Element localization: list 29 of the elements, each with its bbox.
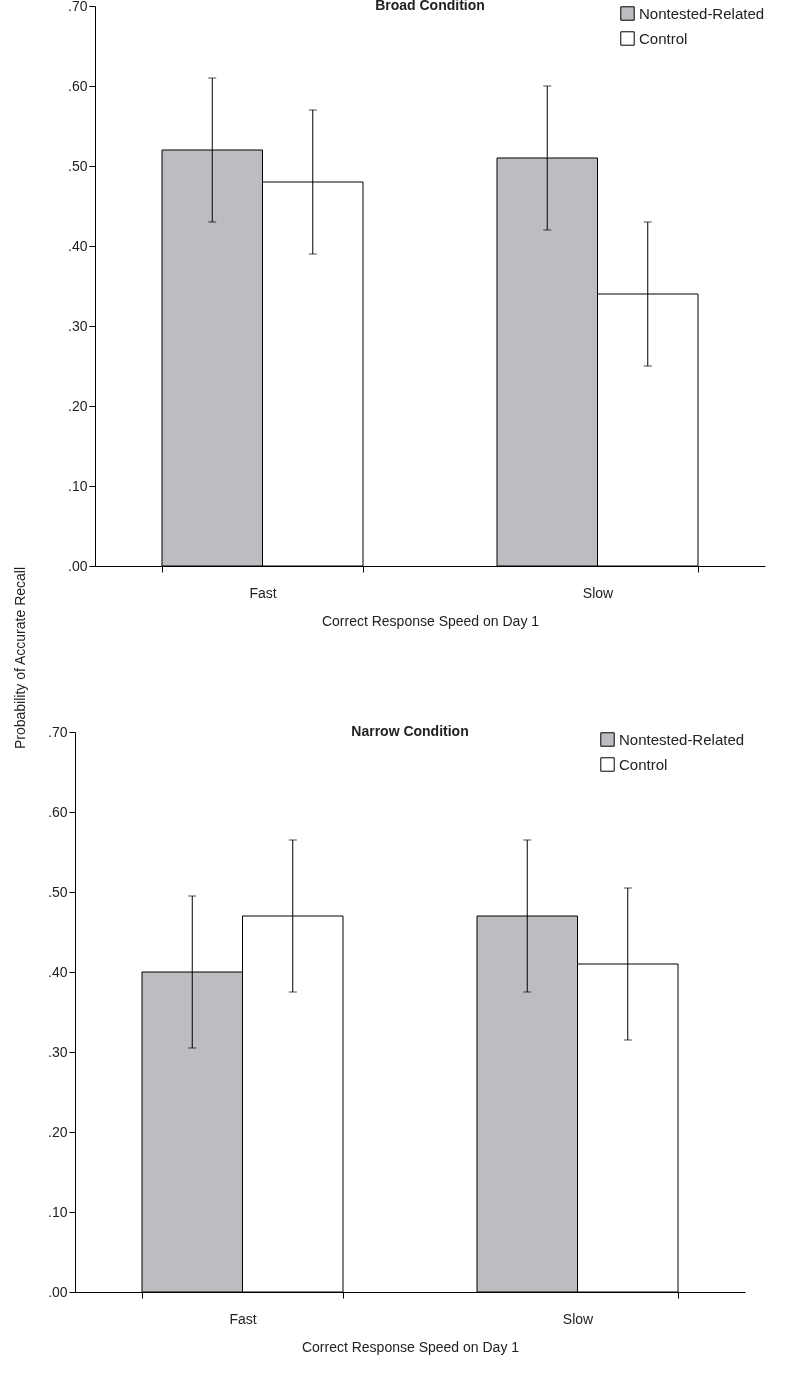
y-tick-label: .40 xyxy=(48,963,68,980)
chart-title: Narrow Condition xyxy=(351,723,469,739)
y-tick-label: .00 xyxy=(68,557,88,574)
legend-label: Control xyxy=(619,755,668,773)
y-tick-label: .70 xyxy=(68,0,88,14)
x-tick-label: Fast xyxy=(249,584,277,601)
x-tick-label: Slow xyxy=(562,1310,595,1327)
y-tick-label: .10 xyxy=(68,477,88,494)
legend-label: Nontested-Related xyxy=(619,730,745,748)
y-axis-title: Probability of Accurate Recall xyxy=(12,565,28,752)
x-tick-label: Slow xyxy=(582,584,615,601)
y-tick-label: .30 xyxy=(48,1043,68,1060)
y-tick-label: .60 xyxy=(68,77,88,94)
chart-title: Broad Condition xyxy=(375,0,485,13)
legend-label: Control xyxy=(639,29,688,47)
y-tick-label: .50 xyxy=(48,883,68,900)
y-tick-label: .00 xyxy=(48,1283,68,1300)
y-tick-label: .50 xyxy=(68,157,88,174)
y-tick-label: .10 xyxy=(48,1203,68,1220)
x-axis-title: Correct Response Speed on Day 1 xyxy=(321,612,540,629)
y-tick-label: .20 xyxy=(48,1123,68,1140)
x-axis-title: Correct Response Speed on Day 1 xyxy=(301,1338,520,1355)
y-tick-label: .20 xyxy=(68,397,88,414)
y-tick-label: .60 xyxy=(48,803,68,820)
y-tick-label: .30 xyxy=(68,317,88,334)
x-tick-label: Fast xyxy=(229,1310,257,1327)
y-tick-label: .40 xyxy=(68,237,88,254)
legend-label: Nontested-Related xyxy=(639,4,765,22)
y-tick-label: .70 xyxy=(48,723,68,740)
